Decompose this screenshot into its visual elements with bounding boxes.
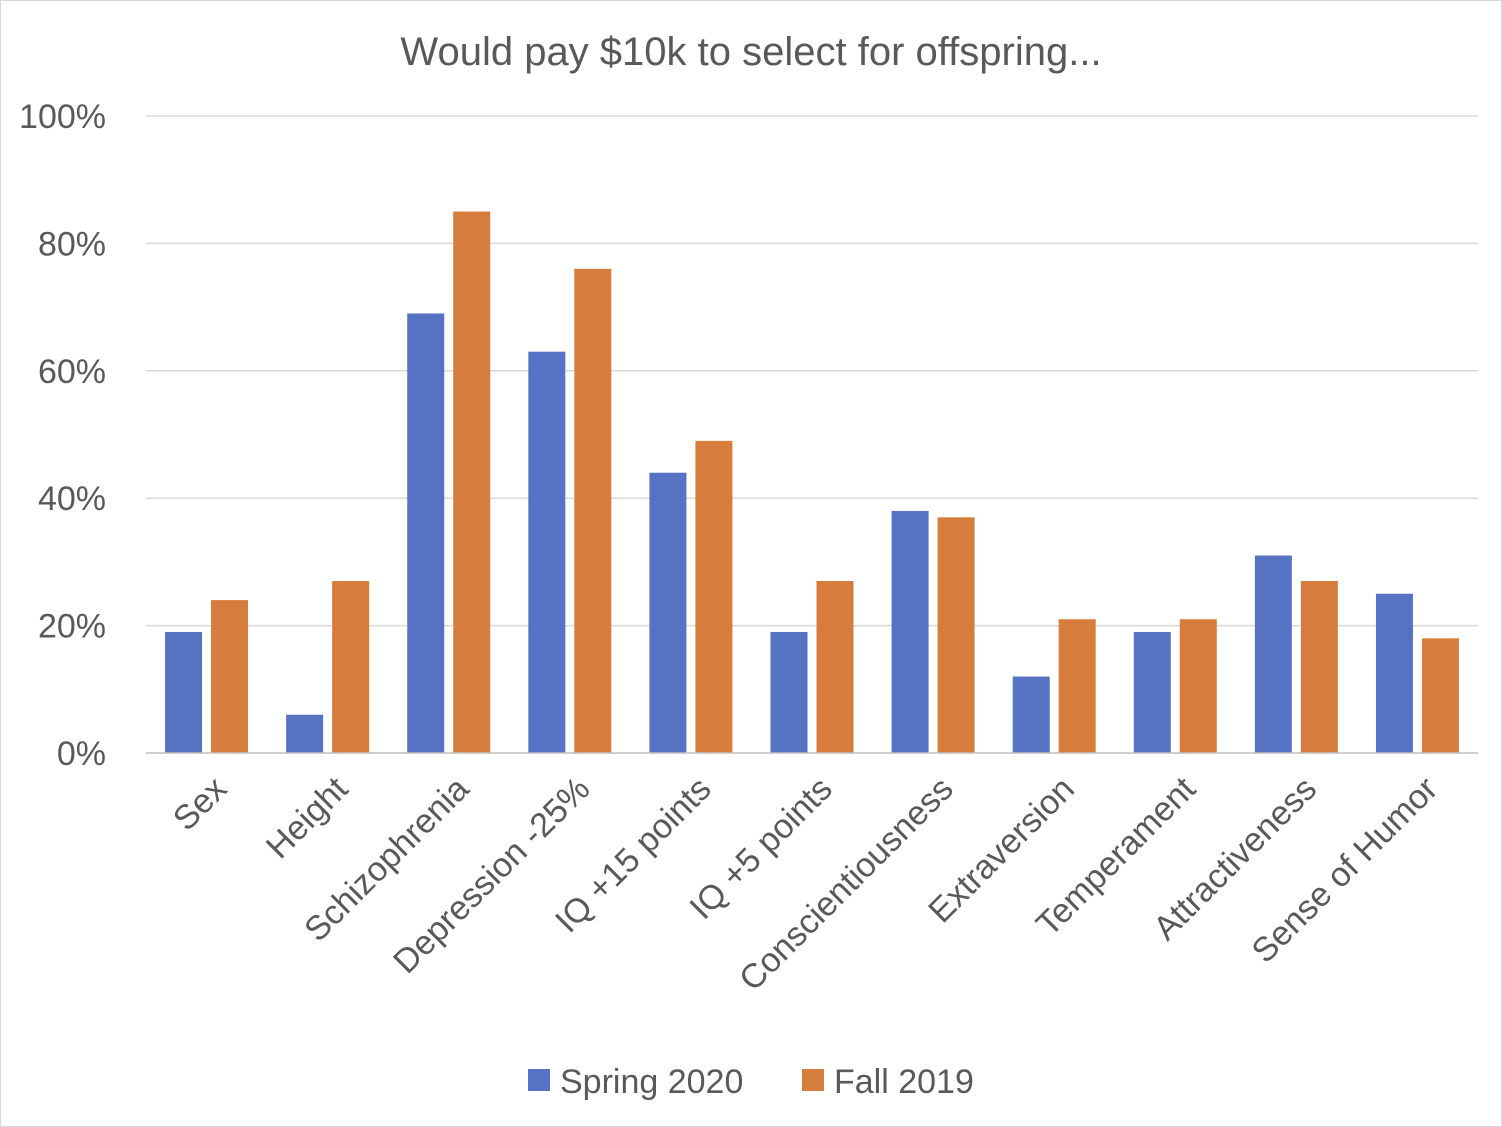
gridlines bbox=[146, 115, 1478, 627]
bar-fall-2019 bbox=[1300, 581, 1338, 753]
y-axis-tick-labels: 0% 20% 40% 60% 80% 100% bbox=[19, 98, 106, 773]
category-label: Sex bbox=[166, 770, 234, 838]
legend: Spring 2020 Fall 2019 bbox=[528, 1063, 974, 1101]
bar-spring-2020 bbox=[1375, 593, 1413, 753]
bars bbox=[165, 211, 1459, 754]
bar-spring-2020 bbox=[286, 714, 324, 753]
chart-title: Would pay $10k to select for offspring..… bbox=[400, 30, 1101, 74]
y-tick-label: 40% bbox=[38, 480, 106, 518]
bar-spring-2020 bbox=[1133, 631, 1171, 753]
bar-spring-2020 bbox=[770, 631, 808, 753]
y-tick-label: 0% bbox=[57, 735, 106, 773]
bar-spring-2020 bbox=[649, 472, 687, 753]
legend-swatch bbox=[802, 1069, 824, 1091]
category-label: Height bbox=[259, 769, 356, 866]
bar-spring-2020 bbox=[891, 510, 929, 753]
y-tick-label: 80% bbox=[38, 225, 106, 263]
category-label: Conscientiousness bbox=[732, 770, 961, 999]
y-tick-label: 100% bbox=[19, 98, 106, 136]
legend-label: Spring 2020 bbox=[560, 1063, 743, 1101]
bar-fall-2019 bbox=[937, 517, 975, 753]
bar-spring-2020 bbox=[1012, 676, 1050, 753]
bar-spring-2020 bbox=[1254, 555, 1292, 753]
bar-fall-2019 bbox=[332, 581, 370, 753]
bar-fall-2019 bbox=[695, 440, 733, 753]
bar-spring-2020 bbox=[407, 313, 445, 753]
bar-spring-2020 bbox=[165, 631, 203, 753]
bar-fall-2019 bbox=[1058, 619, 1096, 753]
y-tick-label: 20% bbox=[38, 608, 106, 646]
bar-fall-2019 bbox=[574, 268, 612, 753]
bar-fall-2019 bbox=[211, 600, 249, 753]
bar-fall-2019 bbox=[1421, 638, 1459, 753]
legend-swatch bbox=[528, 1069, 550, 1091]
bar-fall-2019 bbox=[453, 211, 491, 754]
y-tick-label: 60% bbox=[38, 353, 106, 391]
bar-spring-2020 bbox=[528, 351, 566, 753]
bar-fall-2019 bbox=[816, 581, 854, 753]
legend-label: Fall 2019 bbox=[834, 1063, 974, 1101]
bar-fall-2019 bbox=[1179, 619, 1217, 753]
